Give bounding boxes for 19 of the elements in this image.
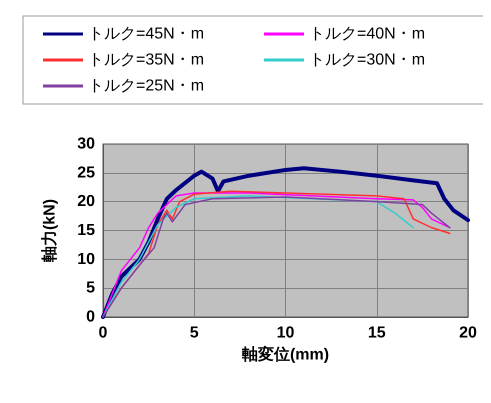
legend-label: トルク=35N・m bbox=[88, 52, 204, 68]
legend-label: トルク=25N・m bbox=[88, 78, 204, 94]
y-tick-label: 20 bbox=[77, 193, 96, 210]
x-tick-label: 5 bbox=[190, 324, 199, 342]
x-tick-label: 0 bbox=[98, 324, 108, 342]
y-tick-label: 30 bbox=[77, 136, 96, 152]
y-axis-title: 軸力(kN) bbox=[40, 198, 58, 264]
y-tick-label: 5 bbox=[86, 280, 96, 297]
y-tick-label: 10 bbox=[77, 250, 96, 268]
y-tick-label: 25 bbox=[77, 164, 96, 182]
x-tick-label: 20 bbox=[459, 324, 477, 342]
x-axis-title: 軸変位(mm) bbox=[240, 344, 330, 364]
legend-label: トルク=40N・m bbox=[309, 26, 426, 42]
x-tick-label: 10 bbox=[276, 324, 294, 342]
legend-label: トルク=30N・m bbox=[309, 52, 426, 68]
legend-label: トルク=45N・m bbox=[88, 26, 204, 42]
y-tick-label: 0 bbox=[86, 308, 96, 326]
x-tick-label: 15 bbox=[368, 324, 386, 342]
y-tick-label: 15 bbox=[77, 222, 96, 239]
